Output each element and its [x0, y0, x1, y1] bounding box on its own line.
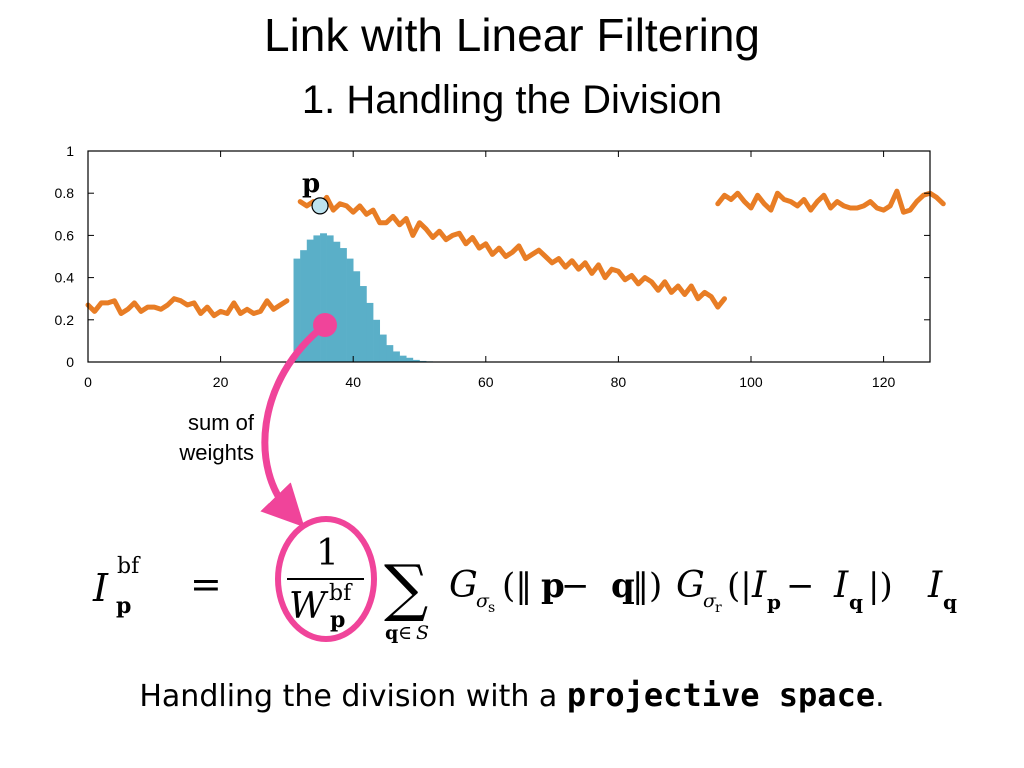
pink-arrow: [260, 321, 329, 528]
sum-of-weights-label: sum of weights: [140, 408, 254, 468]
eq-sum-sub-q: q: [385, 622, 398, 644]
eq-denom-symbol: W: [289, 586, 329, 627]
x-tick-label: 120: [872, 374, 896, 390]
eq-g2-close: |): [868, 566, 893, 606]
highlight-circle: [275, 516, 377, 642]
eq-g2-i2-sub: q: [849, 590, 863, 614]
weight-bar: [306, 239, 314, 362]
slide-title: Link with Linear Filtering: [263, 9, 760, 61]
eq-sum-symbol: ∑: [384, 551, 428, 624]
y-tick-label: 0.4: [55, 270, 75, 286]
weight-bar: [406, 357, 414, 362]
weights-bars: [293, 233, 440, 362]
y-tick-label: 0.2: [55, 312, 75, 328]
eq-g2-i1-sub: p: [767, 590, 781, 614]
eq-g2-subsub: r: [715, 600, 722, 616]
sum-of-weights-line1: sum of: [187, 410, 254, 435]
signal-segment-2: [297, 194, 727, 310]
weight-bar: [366, 302, 374, 362]
eq-numerator: 1: [316, 533, 339, 574]
weight-bar: [313, 235, 321, 362]
y-tick-label: 0: [66, 354, 74, 370]
x-tick-label: 40: [345, 374, 361, 390]
y-tick-label: 1: [66, 143, 74, 159]
eq-lhs-sub: p: [116, 593, 131, 619]
point-p-marker: [311, 197, 329, 215]
signal-segment-3: [715, 188, 946, 215]
eq-g2-i1: I: [751, 565, 767, 606]
eq-g1: G: [449, 565, 478, 606]
x-tick-label: 60: [478, 374, 494, 390]
weight-bar: [339, 248, 347, 362]
caption: Handling the division with a projective …: [0, 676, 1024, 714]
weight-bar: [333, 241, 341, 362]
eq-g1-q: q: [611, 566, 635, 606]
sum-of-weights-line2: weights: [179, 440, 254, 465]
x-tick-label: 80: [611, 374, 627, 390]
bilateral-equation: I bf p = 1 W bf p ∑ q ∈ S G σ s (‖ p − q…: [92, 516, 957, 644]
caption-suffix: .: [875, 679, 885, 714]
eq-equals: =: [190, 562, 222, 606]
axes: 0 20 40 60 80 100 120 0 0.2 0.4 0.6 0.8 1: [55, 143, 930, 390]
caption-prefix: Handling the division with a: [139, 679, 567, 714]
weight-bar: [359, 286, 367, 362]
eq-sum-sub-in: ∈: [398, 622, 412, 644]
eq-denom-sup: bf: [329, 581, 353, 606]
eq-g2-i2: I: [833, 565, 849, 606]
eq-sum-sub-set: S: [416, 622, 429, 644]
signal-lines: [85, 188, 946, 319]
eq-tail-sub: q: [943, 590, 957, 614]
weight-bar: [293, 258, 301, 362]
point-p-label: p: [302, 169, 320, 199]
x-tick-label: 20: [213, 374, 229, 390]
weight-bar: [300, 250, 308, 362]
weight-bar: [412, 359, 420, 362]
y-tick-label: 0.6: [55, 227, 75, 243]
x-tick-label: 100: [739, 374, 763, 390]
weight-bar: [326, 235, 334, 362]
eq-g2-sub: σ: [703, 590, 717, 612]
eq-g1-p: p: [541, 566, 565, 606]
caption-emphasis: projective space: [566, 676, 876, 714]
eq-g2: G: [676, 565, 705, 606]
eq-g1-close: ‖): [632, 566, 662, 606]
eq-g1-open: (‖: [502, 566, 532, 606]
annotation-overlay: p: [260, 169, 337, 528]
weight-bar: [353, 271, 361, 362]
eq-g1-minus: −: [561, 566, 590, 606]
eq-lhs-symbol: I: [92, 566, 109, 610]
slide-subtitle: 1. Handling the Division: [301, 78, 723, 122]
eq-denom-sub: p: [330, 607, 345, 633]
weight-bar: [399, 355, 407, 362]
signal-segment-1: [85, 296, 290, 319]
weight-bar: [392, 351, 400, 362]
eq-g2-minus: −: [786, 566, 815, 606]
eq-g1-subsub: s: [488, 600, 495, 616]
eq-g2-open: (|: [727, 566, 752, 606]
weight-bar: [379, 334, 387, 362]
plot-frame: [87, 150, 931, 363]
arrow-origin-dot: [313, 313, 337, 337]
eq-lhs-sup: bf: [117, 554, 141, 579]
weight-bar: [320, 233, 327, 362]
eq-tail: I: [927, 565, 943, 606]
weight-bar: [346, 258, 354, 362]
y-tick-label: 0.8: [55, 185, 75, 201]
weight-bar: [373, 319, 381, 362]
x-tick-label: 0: [84, 374, 92, 390]
eq-g1-sub: σ: [476, 590, 490, 612]
weight-bar: [386, 345, 394, 362]
